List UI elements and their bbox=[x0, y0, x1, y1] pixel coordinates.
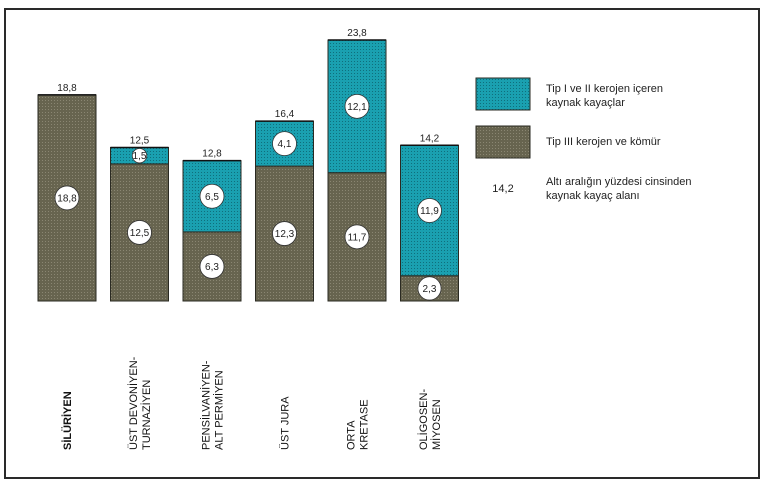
legend: Tip I ve II kerojen içeren kaynak kayaçla… bbox=[475, 77, 692, 202]
legend-label-tip12: kaynak kayaçlar bbox=[546, 97, 625, 109]
data-label-tip3: 12,5 bbox=[130, 228, 150, 239]
bar-total-label: 16,4 bbox=[275, 109, 295, 120]
bars-layer: 18,8 18,8 SİLÜRİYEN 12,5 12,5 1,5 ÜST DEVONİYE… bbox=[37, 28, 459, 450]
legend-label-tip12: Tip I ve II kerojen içeren bbox=[546, 83, 663, 95]
data-label-tip12: 12,1 bbox=[347, 102, 367, 113]
data-label-tip3-circle bbox=[417, 276, 442, 301]
category-label: ÜST DEVONİYEN- bbox=[127, 356, 140, 450]
legend-swatch-tip12 bbox=[475, 77, 531, 111]
bar-total-label: 12,8 bbox=[202, 149, 222, 160]
category-label: SİLÜRİYEN bbox=[61, 391, 74, 450]
stacked-bar-chart: 18,8 18,8 SİLÜRİYEN 12,5 12,5 1,5 ÜST DEVONİYE… bbox=[37, 28, 692, 450]
data-label-tip3: 18,8 bbox=[57, 193, 77, 204]
category-label: MİYOSEN bbox=[430, 399, 443, 450]
category-label: ALT PERMİYEN bbox=[213, 370, 226, 450]
data-label-tip3: 2,3 bbox=[423, 284, 437, 295]
bar-segment-tip12 bbox=[255, 120, 314, 167]
legend-label-area-note: Altı aralığın yüzdesi cinsinden bbox=[546, 176, 692, 188]
legend-value-example: 14,2 bbox=[492, 183, 513, 195]
data-label-tip3-circle bbox=[344, 224, 370, 250]
data-label-tip12-circle bbox=[417, 198, 442, 223]
data-label-tip12: 4,1 bbox=[278, 139, 292, 150]
chart-frame: 18,8 18,8 SİLÜRİYEN 12,5 12,5 1,5 ÜST DEVONİYE… bbox=[4, 8, 760, 479]
legend-label-area-note: kaynak kayaç alanı bbox=[546, 190, 640, 202]
data-label-tip3-circle bbox=[54, 185, 80, 211]
category-label: ORTA bbox=[346, 420, 358, 450]
bar-total-label: 14,2 bbox=[420, 133, 440, 144]
data-label-tip12-circle bbox=[344, 93, 370, 119]
data-label-tip12: 1,5 bbox=[133, 151, 147, 162]
data-label-tip3: 11,7 bbox=[348, 232, 367, 243]
category-label: PENSİLVANİYEN- bbox=[200, 360, 213, 450]
bar-total-label: 23,8 bbox=[347, 28, 367, 39]
data-label-tip3-circle bbox=[199, 254, 225, 279]
category-label: TURNAZİYEN bbox=[140, 380, 153, 450]
bar-total-label: 18,8 bbox=[57, 83, 77, 94]
category-label: KRETASE bbox=[359, 399, 371, 450]
data-label-tip3-circle bbox=[127, 220, 152, 245]
data-label-tip12-circle bbox=[199, 183, 225, 209]
legend-label-tip3: Tip III kerojen ve kömür bbox=[546, 136, 661, 148]
category-label: OLİGOSEN- bbox=[417, 389, 430, 450]
data-label-tip12-circle bbox=[131, 148, 148, 164]
data-label-tip3-circle bbox=[272, 221, 297, 246]
data-label-tip12: 11,9 bbox=[420, 206, 439, 217]
data-label-tip3: 12,3 bbox=[275, 229, 295, 240]
data-label-tip12: 6,5 bbox=[205, 192, 219, 203]
data-label-tip3: 6,3 bbox=[205, 262, 219, 273]
bar-total-label: 12,5 bbox=[130, 135, 150, 146]
legend-swatch-tip3 bbox=[475, 125, 531, 159]
category-label: ÜST JURA bbox=[280, 396, 292, 450]
data-label-tip12-circle bbox=[272, 131, 297, 157]
